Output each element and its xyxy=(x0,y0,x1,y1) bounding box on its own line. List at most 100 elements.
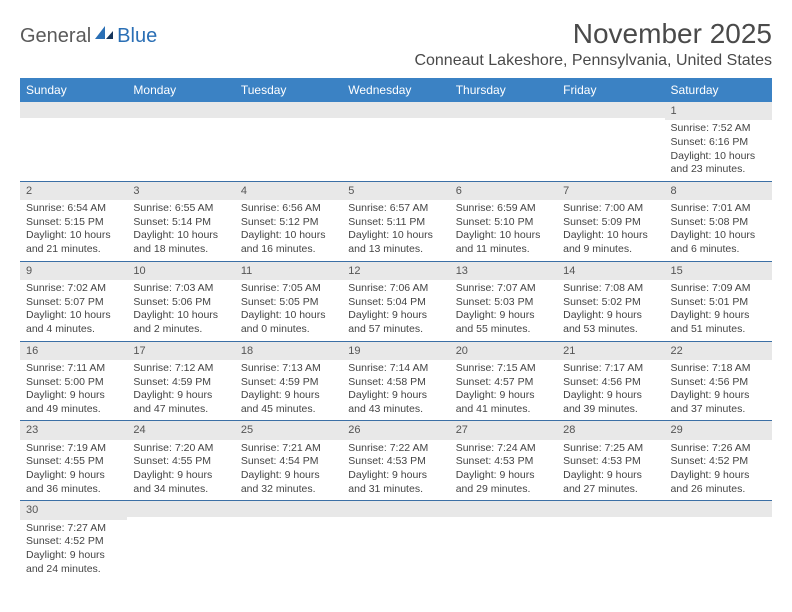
calendar-day-cell: 21Sunrise: 7:17 AMSunset: 4:56 PMDayligh… xyxy=(557,341,664,421)
day-content: Sunrise: 7:09 AMSunset: 5:01 PMDaylight:… xyxy=(665,280,772,341)
sunrise-text: Sunrise: 7:25 AM xyxy=(563,442,658,456)
sunset-text: Sunset: 4:56 PM xyxy=(671,376,766,390)
calendar-day-cell: 22Sunrise: 7:18 AMSunset: 4:56 PMDayligh… xyxy=(665,341,772,421)
weekday-header: Friday xyxy=(557,78,664,102)
day-content: Sunrise: 7:26 AMSunset: 4:52 PMDaylight:… xyxy=(665,440,772,501)
day-content: Sunrise: 7:00 AMSunset: 5:09 PMDaylight:… xyxy=(557,200,664,261)
brand-part2: Blue xyxy=(117,25,157,48)
day-number xyxy=(235,102,342,118)
day-number: 7 xyxy=(557,182,664,200)
calendar-day-cell: 29Sunrise: 7:26 AMSunset: 4:52 PMDayligh… xyxy=(665,421,772,501)
daylight-text: Daylight: 10 hours and 9 minutes. xyxy=(563,229,658,256)
sunrise-text: Sunrise: 7:00 AM xyxy=(563,202,658,216)
day-number xyxy=(450,102,557,118)
brand-logo: General Blue xyxy=(20,24,157,48)
day-number: 30 xyxy=(20,501,127,519)
day-content: Sunrise: 7:52 AMSunset: 6:16 PMDaylight:… xyxy=(665,120,772,181)
header-row: General Blue November 2025 Conneaut Lake… xyxy=(20,18,772,70)
calendar-day-cell: 9Sunrise: 7:02 AMSunset: 5:07 PMDaylight… xyxy=(20,261,127,341)
sunrise-text: Sunrise: 7:06 AM xyxy=(348,282,443,296)
sunrise-text: Sunrise: 7:09 AM xyxy=(671,282,766,296)
daylight-text: Daylight: 10 hours and 21 minutes. xyxy=(26,229,121,256)
day-number: 16 xyxy=(20,342,127,360)
weekday-header: Sunday xyxy=(20,78,127,102)
sunrise-text: Sunrise: 7:05 AM xyxy=(241,282,336,296)
sunrise-text: Sunrise: 7:11 AM xyxy=(26,362,121,376)
calendar-week-row: 9Sunrise: 7:02 AMSunset: 5:07 PMDaylight… xyxy=(20,261,772,341)
sunrise-text: Sunrise: 7:22 AM xyxy=(348,442,443,456)
day-number: 9 xyxy=(20,262,127,280)
brand-part1: General xyxy=(20,25,91,48)
daylight-text: Daylight: 9 hours and 41 minutes. xyxy=(456,389,551,416)
month-title: November 2025 xyxy=(414,18,772,50)
calendar-day-cell: 2Sunrise: 6:54 AMSunset: 5:15 PMDaylight… xyxy=(20,181,127,261)
day-number: 28 xyxy=(557,421,664,439)
daylight-text: Daylight: 10 hours and 0 minutes. xyxy=(241,309,336,336)
daylight-text: Daylight: 9 hours and 53 minutes. xyxy=(563,309,658,336)
day-number: 10 xyxy=(127,262,234,280)
day-content: Sunrise: 7:14 AMSunset: 4:58 PMDaylight:… xyxy=(342,360,449,421)
day-number: 13 xyxy=(450,262,557,280)
calendar-day-cell: 11Sunrise: 7:05 AMSunset: 5:05 PMDayligh… xyxy=(235,261,342,341)
daylight-text: Daylight: 9 hours and 29 minutes. xyxy=(456,469,551,496)
sunset-text: Sunset: 5:04 PM xyxy=(348,296,443,310)
day-number: 4 xyxy=(235,182,342,200)
day-content: Sunrise: 7:22 AMSunset: 4:53 PMDaylight:… xyxy=(342,440,449,501)
day-content: Sunrise: 6:55 AMSunset: 5:14 PMDaylight:… xyxy=(127,200,234,261)
calendar-day-cell xyxy=(557,501,664,580)
day-number xyxy=(665,501,772,517)
day-number: 17 xyxy=(127,342,234,360)
day-number xyxy=(557,102,664,118)
daylight-text: Daylight: 9 hours and 57 minutes. xyxy=(348,309,443,336)
sunrise-text: Sunrise: 7:07 AM xyxy=(456,282,551,296)
calendar-day-cell xyxy=(235,501,342,580)
sunrise-text: Sunrise: 6:59 AM xyxy=(456,202,551,216)
day-content: Sunrise: 7:21 AMSunset: 4:54 PMDaylight:… xyxy=(235,440,342,501)
calendar-week-row: 30Sunrise: 7:27 AMSunset: 4:52 PMDayligh… xyxy=(20,501,772,580)
calendar-day-cell: 18Sunrise: 7:13 AMSunset: 4:59 PMDayligh… xyxy=(235,341,342,421)
daylight-text: Daylight: 9 hours and 24 minutes. xyxy=(26,549,121,576)
day-number: 15 xyxy=(665,262,772,280)
day-content: Sunrise: 6:59 AMSunset: 5:10 PMDaylight:… xyxy=(450,200,557,261)
day-content: Sunrise: 7:01 AMSunset: 5:08 PMDaylight:… xyxy=(665,200,772,261)
weekday-header: Monday xyxy=(127,78,234,102)
daylight-text: Daylight: 9 hours and 43 minutes. xyxy=(348,389,443,416)
day-content: Sunrise: 7:24 AMSunset: 4:53 PMDaylight:… xyxy=(450,440,557,501)
sunset-text: Sunset: 4:52 PM xyxy=(671,455,766,469)
day-content: Sunrise: 7:06 AMSunset: 5:04 PMDaylight:… xyxy=(342,280,449,341)
calendar-day-cell xyxy=(665,501,772,580)
calendar-day-cell: 20Sunrise: 7:15 AMSunset: 4:57 PMDayligh… xyxy=(450,341,557,421)
day-number: 22 xyxy=(665,342,772,360)
day-content: Sunrise: 7:11 AMSunset: 5:00 PMDaylight:… xyxy=(20,360,127,421)
daylight-text: Daylight: 9 hours and 47 minutes. xyxy=(133,389,228,416)
calendar-day-cell: 1Sunrise: 7:52 AMSunset: 6:16 PMDaylight… xyxy=(665,102,772,181)
daylight-text: Daylight: 9 hours and 51 minutes. xyxy=(671,309,766,336)
calendar-day-cell: 17Sunrise: 7:12 AMSunset: 4:59 PMDayligh… xyxy=(127,341,234,421)
day-number: 29 xyxy=(665,421,772,439)
day-content: Sunrise: 7:19 AMSunset: 4:55 PMDaylight:… xyxy=(20,440,127,501)
day-content: Sunrise: 7:13 AMSunset: 4:59 PMDaylight:… xyxy=(235,360,342,421)
day-number xyxy=(127,501,234,517)
sunset-text: Sunset: 4:55 PM xyxy=(26,455,121,469)
sunset-text: Sunset: 5:02 PM xyxy=(563,296,658,310)
calendar-day-cell: 26Sunrise: 7:22 AMSunset: 4:53 PMDayligh… xyxy=(342,421,449,501)
day-number: 2 xyxy=(20,182,127,200)
weekday-header-row: Sunday Monday Tuesday Wednesday Thursday… xyxy=(20,78,772,102)
daylight-text: Daylight: 10 hours and 18 minutes. xyxy=(133,229,228,256)
sunset-text: Sunset: 4:53 PM xyxy=(563,455,658,469)
day-number: 21 xyxy=(557,342,664,360)
day-number: 23 xyxy=(20,421,127,439)
calendar-day-cell: 6Sunrise: 6:59 AMSunset: 5:10 PMDaylight… xyxy=(450,181,557,261)
calendar-day-cell: 23Sunrise: 7:19 AMSunset: 4:55 PMDayligh… xyxy=(20,421,127,501)
calendar-day-cell xyxy=(450,102,557,181)
day-content: Sunrise: 7:03 AMSunset: 5:06 PMDaylight:… xyxy=(127,280,234,341)
sunset-text: Sunset: 4:52 PM xyxy=(26,535,121,549)
sunrise-text: Sunrise: 7:14 AM xyxy=(348,362,443,376)
day-content: Sunrise: 7:02 AMSunset: 5:07 PMDaylight:… xyxy=(20,280,127,341)
day-number xyxy=(235,501,342,517)
calendar-day-cell xyxy=(342,501,449,580)
day-number: 6 xyxy=(450,182,557,200)
day-content: Sunrise: 7:05 AMSunset: 5:05 PMDaylight:… xyxy=(235,280,342,341)
calendar-week-row: 16Sunrise: 7:11 AMSunset: 5:00 PMDayligh… xyxy=(20,341,772,421)
day-number: 12 xyxy=(342,262,449,280)
